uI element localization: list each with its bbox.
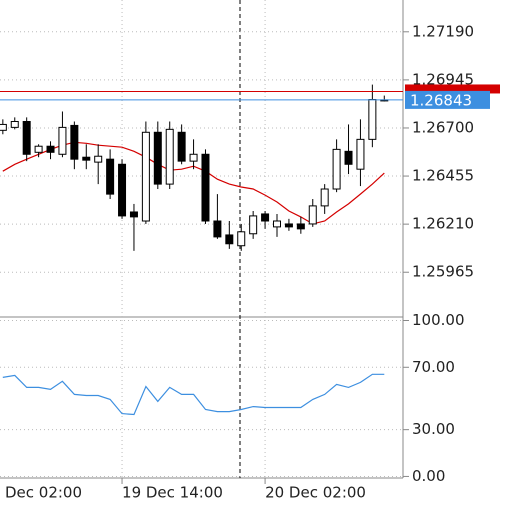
y-tick-label: 1.27190 <box>412 22 474 40</box>
candle-body <box>70 124 79 160</box>
candle-body <box>153 131 162 185</box>
candle-body <box>296 223 305 230</box>
y-tick-label: 1.26945 <box>412 70 474 88</box>
y-tick-label: 1.26210 <box>412 215 474 233</box>
y-tick-label: 30.00 <box>412 420 455 438</box>
candle-body <box>0 123 7 131</box>
candle-body <box>22 120 31 155</box>
y-tick-label: 1.26700 <box>412 118 474 136</box>
y-tick-label: 0.00 <box>412 467 445 485</box>
bid-label: 1.26843 <box>410 91 472 109</box>
candle-body <box>106 158 115 195</box>
candle-body <box>237 231 246 247</box>
candle-body <box>308 205 317 225</box>
candle-body <box>344 150 353 165</box>
candle-body <box>261 213 270 222</box>
candle-body <box>34 145 43 153</box>
candle-body <box>320 188 329 207</box>
y-tick-label: 1.25965 <box>412 263 474 281</box>
y-tick-label: 1.26455 <box>412 167 474 185</box>
candle-body <box>225 234 234 245</box>
candle-body <box>273 220 281 228</box>
y-tick-label: 100.00 <box>412 311 465 329</box>
candle-body <box>58 126 67 155</box>
candle-body <box>356 138 365 170</box>
candle-body <box>368 99 377 140</box>
y-tick-label: 70.00 <box>412 358 455 376</box>
candle-body <box>177 131 186 162</box>
x-tick-label: Dec 02:00 <box>5 484 82 502</box>
candle-body <box>284 223 293 228</box>
candle-body <box>165 128 174 185</box>
bid-marker <box>405 90 490 109</box>
candle-body <box>46 145 55 153</box>
candle-body <box>249 215 258 235</box>
candle-body <box>189 153 198 162</box>
indicator-line <box>2 373 385 416</box>
candle-body <box>332 148 341 190</box>
candle-body <box>213 220 222 238</box>
x-tick-label: 20 Dec 02:00 <box>265 484 366 502</box>
candle-body <box>10 120 19 128</box>
candle-body <box>129 211 138 218</box>
candle-body <box>201 153 210 222</box>
candle-body <box>141 131 150 222</box>
ask-marker <box>405 84 500 94</box>
candle-body <box>82 156 91 161</box>
candle-body <box>94 155 103 163</box>
candle-body <box>118 163 127 217</box>
x-tick-label: 19 Dec 14:00 <box>122 484 223 502</box>
